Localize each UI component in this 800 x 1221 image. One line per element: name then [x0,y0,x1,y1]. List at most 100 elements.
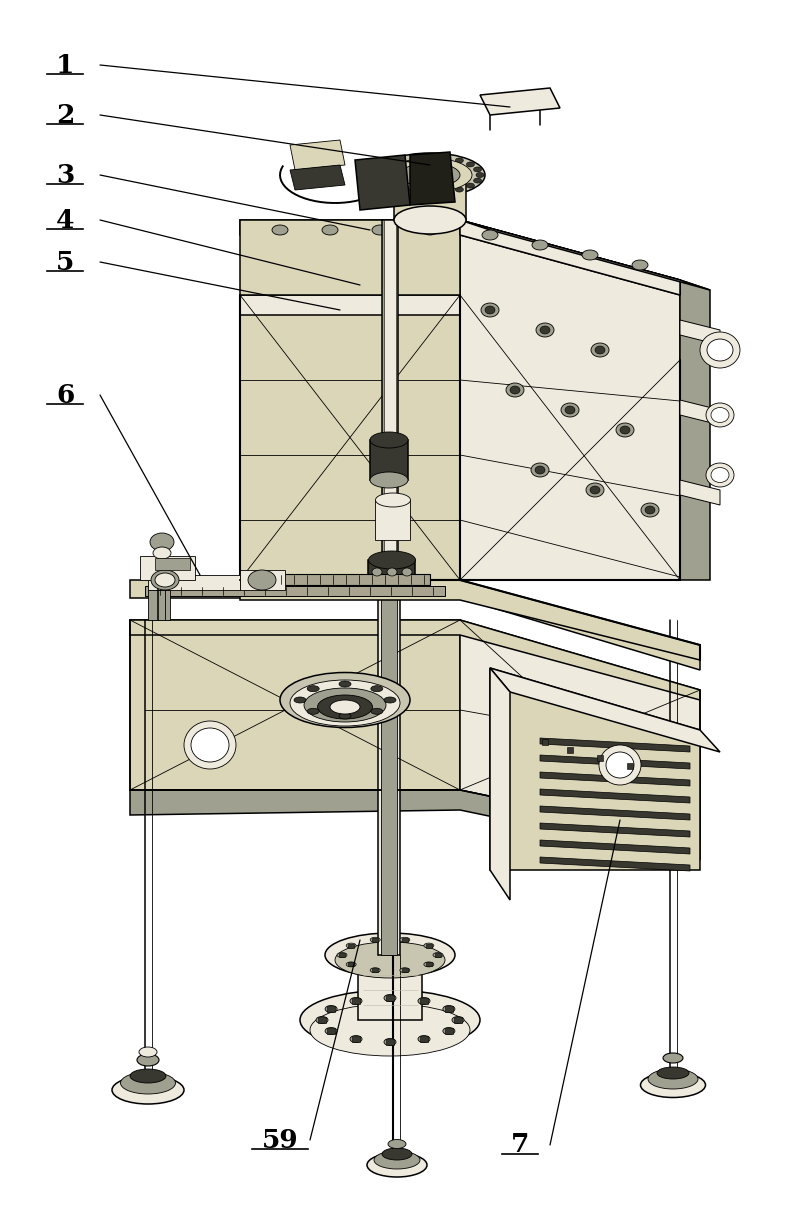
Polygon shape [597,755,603,761]
Ellipse shape [531,463,549,477]
Polygon shape [490,668,510,900]
Ellipse shape [300,990,480,1050]
Ellipse shape [335,941,445,978]
Ellipse shape [272,225,288,234]
Ellipse shape [375,493,410,507]
Ellipse shape [400,162,460,187]
Polygon shape [386,995,394,1001]
Text: 2: 2 [56,103,74,127]
Ellipse shape [590,486,600,495]
Ellipse shape [130,1070,166,1083]
Ellipse shape [474,178,482,183]
Ellipse shape [482,230,498,241]
Polygon shape [567,747,573,753]
Ellipse shape [536,324,554,337]
Ellipse shape [346,943,356,947]
Polygon shape [375,501,410,540]
Ellipse shape [191,728,229,762]
Polygon shape [540,823,690,838]
Polygon shape [680,480,720,505]
Ellipse shape [384,1039,396,1045]
Ellipse shape [591,343,609,357]
Ellipse shape [184,720,236,769]
Ellipse shape [443,1006,455,1012]
Ellipse shape [443,1028,455,1034]
Polygon shape [420,1037,428,1042]
Ellipse shape [707,339,733,361]
Ellipse shape [474,167,482,172]
Polygon shape [130,620,700,700]
Ellipse shape [370,473,408,488]
Polygon shape [402,968,408,972]
Polygon shape [680,400,720,425]
Ellipse shape [616,422,634,437]
Ellipse shape [606,752,634,778]
Ellipse shape [400,968,410,973]
Polygon shape [680,280,710,580]
Ellipse shape [382,1148,412,1160]
Ellipse shape [645,505,655,514]
Ellipse shape [372,225,388,234]
Ellipse shape [388,158,472,192]
Ellipse shape [455,187,463,192]
Polygon shape [140,556,195,580]
Polygon shape [368,560,415,585]
Ellipse shape [582,250,598,260]
Polygon shape [290,165,345,190]
Polygon shape [327,1006,335,1012]
Polygon shape [318,1017,326,1023]
Ellipse shape [369,551,415,569]
Polygon shape [426,962,432,966]
Ellipse shape [350,1035,362,1043]
Ellipse shape [307,686,319,691]
Polygon shape [410,151,455,205]
Ellipse shape [599,745,641,785]
Polygon shape [348,962,354,966]
Ellipse shape [370,968,380,973]
Polygon shape [155,558,190,570]
Polygon shape [352,1037,360,1042]
Text: 4: 4 [56,208,74,232]
Polygon shape [148,575,240,590]
Ellipse shape [565,407,575,414]
Ellipse shape [339,713,351,719]
Ellipse shape [397,158,405,162]
Polygon shape [339,954,345,957]
Ellipse shape [370,432,408,448]
Ellipse shape [304,687,386,722]
Ellipse shape [374,1151,420,1168]
Ellipse shape [540,326,550,335]
Ellipse shape [371,708,383,714]
Polygon shape [358,960,422,1020]
Polygon shape [240,580,700,661]
Polygon shape [460,620,700,840]
Polygon shape [394,175,466,220]
Polygon shape [130,620,460,790]
Ellipse shape [370,938,380,943]
Ellipse shape [310,1004,470,1056]
Ellipse shape [706,403,734,427]
Polygon shape [540,857,690,871]
Ellipse shape [294,697,306,703]
Polygon shape [420,998,428,1004]
Ellipse shape [620,426,630,433]
Ellipse shape [150,534,174,551]
Ellipse shape [137,1054,159,1066]
Ellipse shape [316,1017,328,1023]
Ellipse shape [481,303,499,317]
Polygon shape [148,590,170,620]
Ellipse shape [426,190,434,195]
Text: 7: 7 [511,1133,529,1158]
Ellipse shape [442,189,450,194]
Ellipse shape [325,933,455,977]
Polygon shape [327,1028,335,1034]
Polygon shape [378,284,400,955]
Ellipse shape [595,346,605,354]
Polygon shape [240,570,285,590]
Ellipse shape [155,573,175,587]
Ellipse shape [290,680,400,726]
Polygon shape [480,88,560,115]
Ellipse shape [706,463,734,487]
Polygon shape [460,295,680,580]
Ellipse shape [535,466,545,474]
